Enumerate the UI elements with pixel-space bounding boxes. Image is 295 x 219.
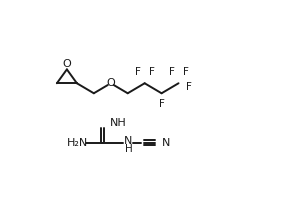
Text: O: O — [63, 59, 71, 69]
Text: H: H — [124, 144, 132, 154]
Text: NH: NH — [110, 118, 127, 128]
Text: H₂N: H₂N — [67, 138, 88, 148]
Text: O: O — [106, 78, 115, 88]
Text: F: F — [169, 67, 175, 78]
Text: F: F — [183, 67, 189, 78]
Text: F: F — [186, 82, 191, 92]
Text: N: N — [124, 136, 133, 146]
Text: N: N — [162, 138, 170, 148]
Text: F: F — [135, 67, 141, 78]
Text: F: F — [149, 67, 155, 78]
Text: F: F — [159, 99, 165, 109]
